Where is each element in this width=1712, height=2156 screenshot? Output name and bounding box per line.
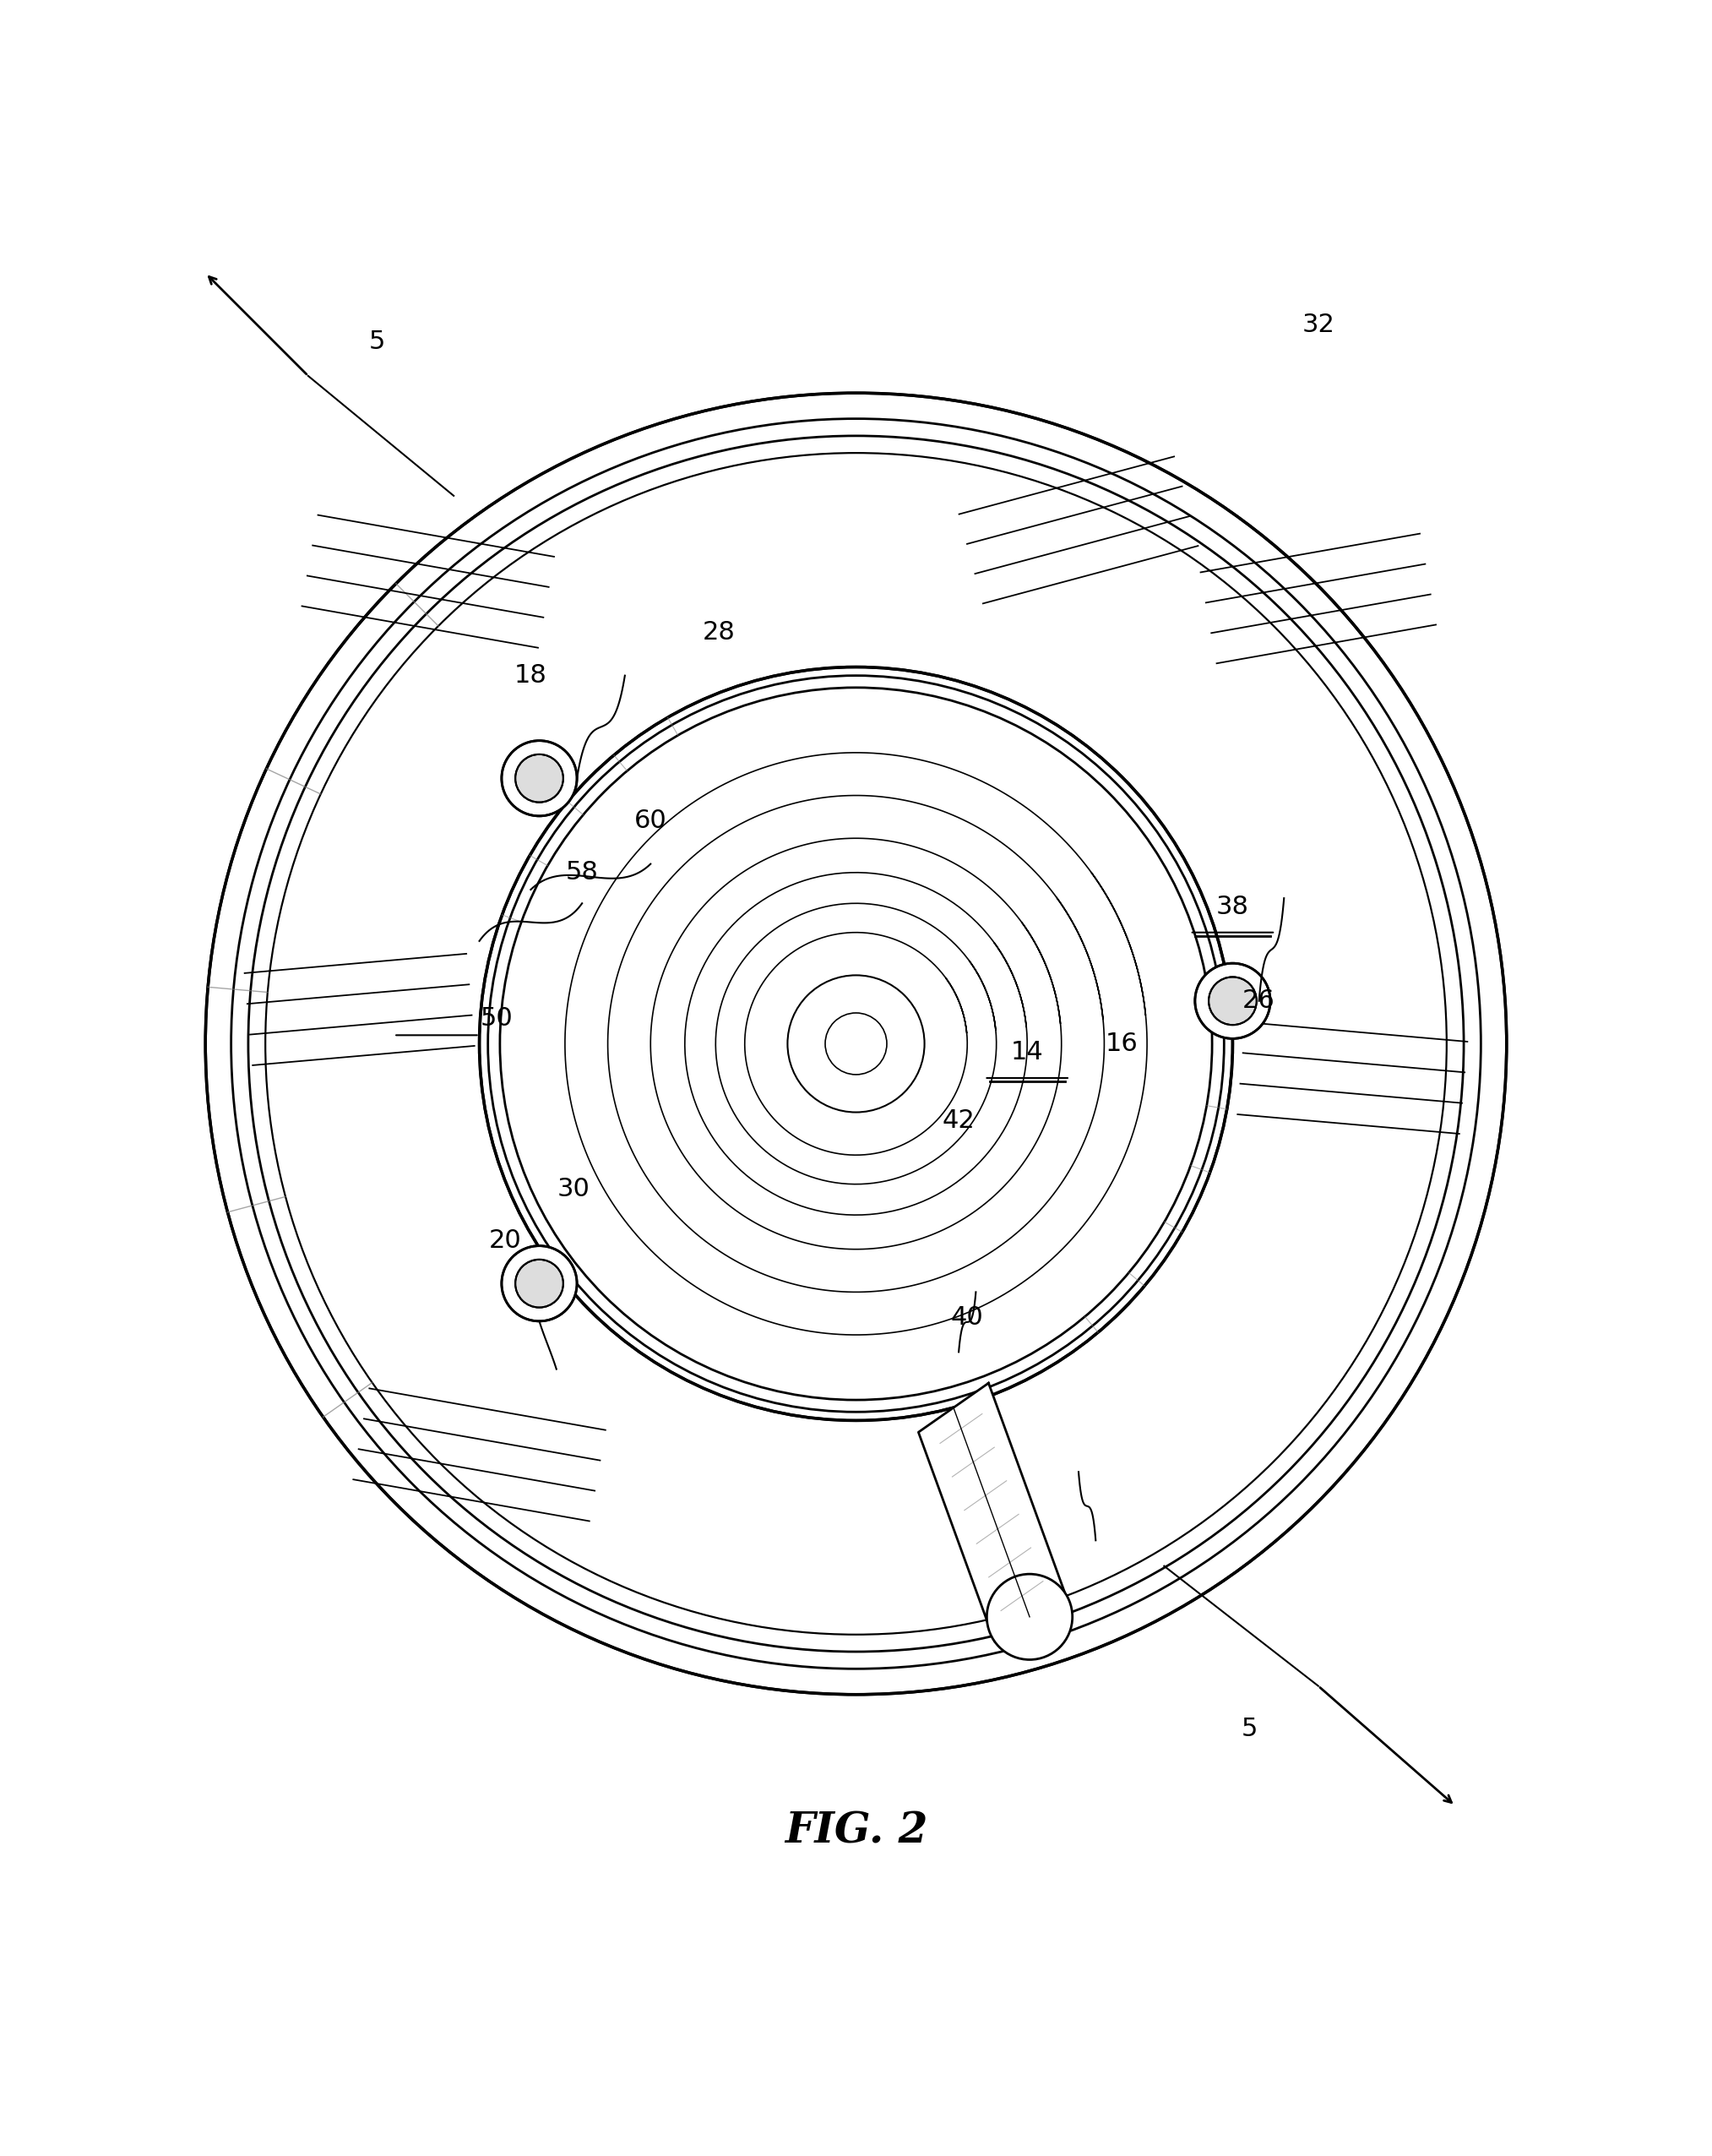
Polygon shape — [918, 1384, 1065, 1641]
Circle shape — [1209, 977, 1257, 1024]
Circle shape — [515, 1259, 563, 1307]
Text: 28: 28 — [702, 621, 736, 645]
Text: 60: 60 — [633, 808, 668, 834]
Circle shape — [1195, 964, 1270, 1039]
Text: 18: 18 — [514, 664, 548, 688]
Text: 14: 14 — [1010, 1039, 1044, 1065]
Text: 50: 50 — [479, 1007, 514, 1031]
Circle shape — [502, 742, 577, 815]
Text: 42: 42 — [942, 1108, 976, 1134]
Text: 20: 20 — [488, 1229, 522, 1253]
Circle shape — [205, 392, 1507, 1695]
Text: 38: 38 — [1216, 895, 1250, 918]
Text: 5: 5 — [368, 330, 385, 354]
Text: 26: 26 — [1241, 990, 1275, 1013]
Circle shape — [479, 666, 1233, 1421]
Text: 16: 16 — [1104, 1031, 1138, 1056]
Text: 30: 30 — [556, 1177, 591, 1201]
Circle shape — [502, 1246, 577, 1322]
Text: 5: 5 — [1241, 1716, 1258, 1742]
Circle shape — [515, 755, 563, 802]
Circle shape — [986, 1574, 1072, 1660]
Text: 32: 32 — [1301, 313, 1335, 336]
Text: 58: 58 — [565, 860, 599, 884]
Text: 40: 40 — [950, 1307, 984, 1330]
Text: FIG. 2: FIG. 2 — [784, 1811, 928, 1852]
